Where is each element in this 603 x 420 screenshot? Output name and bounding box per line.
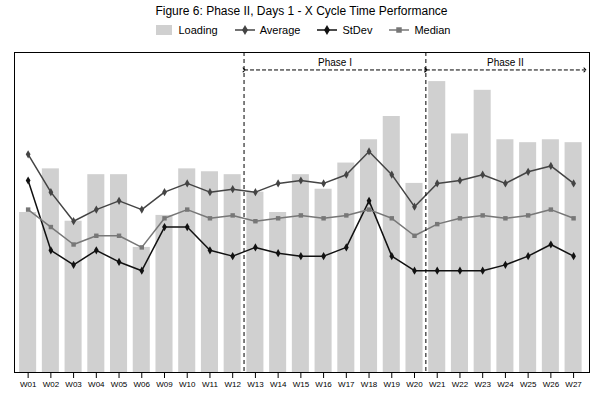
svg-text:W11: W11 [202,380,218,389]
svg-text:W16: W16 [315,380,332,389]
html-text:Average: Average [259,24,301,36]
svg-text:W27: W27 [565,380,582,389]
svg-text:W03: W03 [65,380,82,389]
html-text:Figure 6: Phase II, Days 1 - X: Figure 6: Phase II, Days 1 - X Cycle Tim… [155,4,448,18]
svg-text:Phase II: Phase II [487,57,524,68]
svg-text:W04: W04 [88,380,105,389]
svg-text:W24: W24 [497,380,514,389]
svg-text:W17: W17 [338,380,355,389]
svg-text:W22: W22 [452,380,469,389]
svg-text:W19: W19 [384,380,401,389]
svg-text:W26: W26 [543,380,560,389]
svg-text:W25: W25 [520,380,537,389]
svg-text:W10: W10 [179,380,196,389]
svg-text:W02: W02 [43,380,60,389]
svg-text:W12: W12 [224,380,241,389]
svg-text:W01: W01 [20,380,37,389]
html-text:StDev: StDev [342,24,373,36]
svg-text:Phase I: Phase I [318,57,352,68]
svg-text:W18: W18 [361,380,378,389]
svg-text:W06: W06 [134,380,151,389]
svg-text:W05: W05 [111,380,128,389]
svg-text:W14: W14 [270,380,287,389]
svg-text:W23: W23 [474,380,491,389]
svg-text:W13: W13 [247,380,264,389]
html-text:Median: Median [414,24,451,36]
svg-text:W21: W21 [429,380,446,389]
svg-text:W20: W20 [406,380,423,389]
html-text:Loading: Loading [178,24,218,36]
svg-text:W09: W09 [156,380,173,389]
svg-text:W15: W15 [293,380,310,389]
